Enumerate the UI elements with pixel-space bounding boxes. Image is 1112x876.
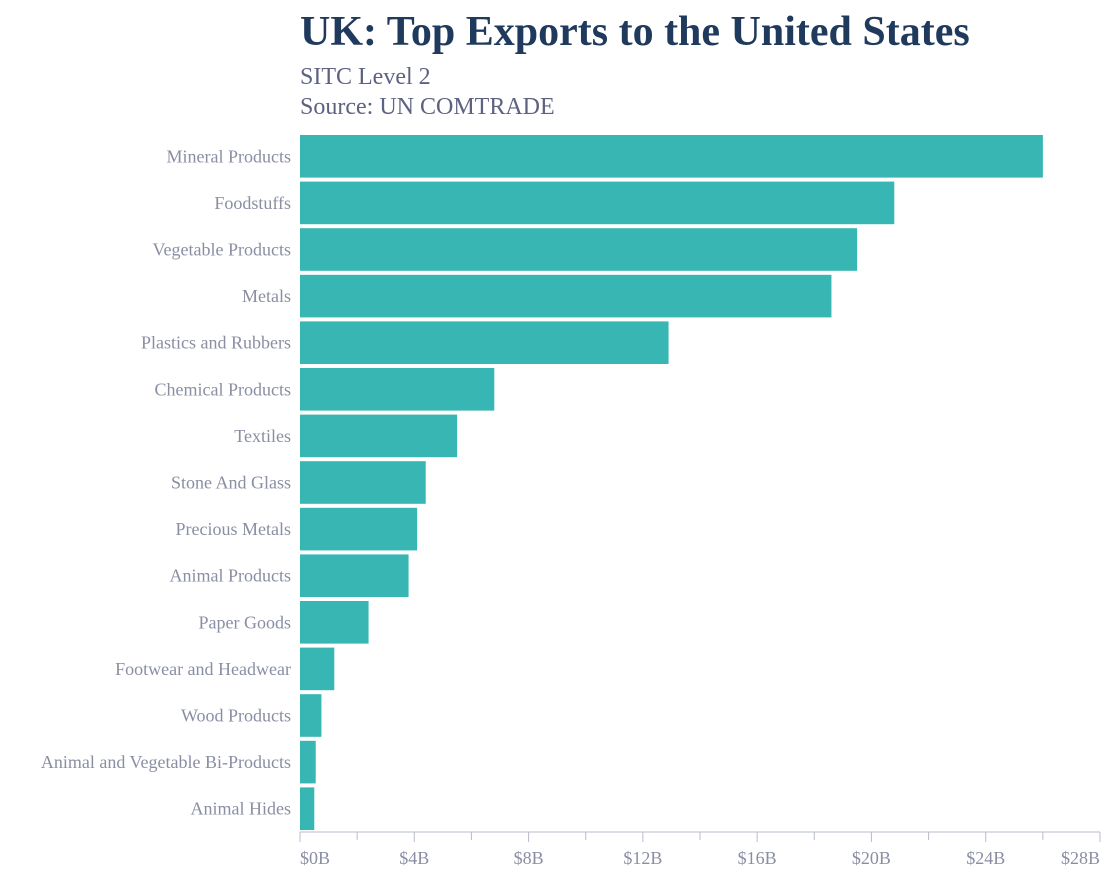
category-label-wood-products: Wood Products xyxy=(181,706,291,726)
category-labels: Mineral Products Foodstuffs Vegetable Prod… xyxy=(41,146,291,818)
x-tick-label: $12B xyxy=(623,848,662,868)
category-label-animal-products: Animal Products xyxy=(170,566,292,586)
chart-subtitle-source: Source: UN COMTRADE xyxy=(300,94,555,120)
x-tick-label: $8B xyxy=(514,848,544,868)
bar-foodstuffs xyxy=(300,181,895,225)
bar-chemical-products xyxy=(300,368,495,411)
bar-animal-and-vegetable-bi-products xyxy=(300,740,316,784)
bar-wood-products xyxy=(300,694,322,737)
x-tick-label: $16B xyxy=(738,848,777,868)
category-label-animal-hides: Animal Hides xyxy=(191,799,292,819)
bar-textiles xyxy=(300,414,458,458)
category-label-mineral-products: Mineral Products xyxy=(167,146,291,166)
bar-animal-products xyxy=(300,554,409,597)
chart-title: UK: Top Exports to the United States xyxy=(300,9,970,55)
category-label-foodstuffs: Foodstuffs xyxy=(214,193,291,213)
x-tick-label: $28B xyxy=(1061,848,1100,868)
bar-stone-and-glass xyxy=(300,461,426,504)
category-label-chemical-products: Chemical Products xyxy=(155,379,291,399)
category-label-paper-goods: Paper Goods xyxy=(199,612,292,632)
bar-metals xyxy=(300,274,832,318)
category-label-precious-metals: Precious Metals xyxy=(176,519,291,539)
category-label-textiles: Textiles xyxy=(234,426,291,446)
bar-precious-metals xyxy=(300,507,418,551)
bar-vegetable-products xyxy=(300,228,858,271)
bars-group xyxy=(300,135,1043,830)
chart-subtitle-level: SITC Level 2 xyxy=(300,64,431,90)
bar-footwear-and-headwear xyxy=(300,647,335,691)
bar-mineral-products xyxy=(300,135,1043,178)
category-label-animal-and-vegetable-bi-products: Animal and Vegetable Bi-Products xyxy=(41,752,291,772)
bar-paper-goods xyxy=(300,601,369,644)
category-label-stone-and-glass: Stone And Glass xyxy=(171,473,291,493)
bar-plastics-and-rubbers xyxy=(300,321,669,364)
x-tick-label: $0B xyxy=(300,848,330,868)
category-label-vegetable-products: Vegetable Products xyxy=(153,240,291,260)
category-label-plastics-and-rubbers: Plastics and Rubbers xyxy=(141,333,291,353)
category-label-footwear-and-headwear: Footwear and Headwear xyxy=(115,659,291,679)
bar-animal-hides xyxy=(300,787,315,830)
category-label-metals: Metals xyxy=(242,286,291,306)
x-tick-label: $20B xyxy=(852,848,891,868)
x-tick-label: $4B xyxy=(399,848,429,868)
x-tick-label: $24B xyxy=(966,848,1005,868)
x-axis: $0B $4B $8B $12B $16B $20B $24B $28B xyxy=(299,831,1101,868)
